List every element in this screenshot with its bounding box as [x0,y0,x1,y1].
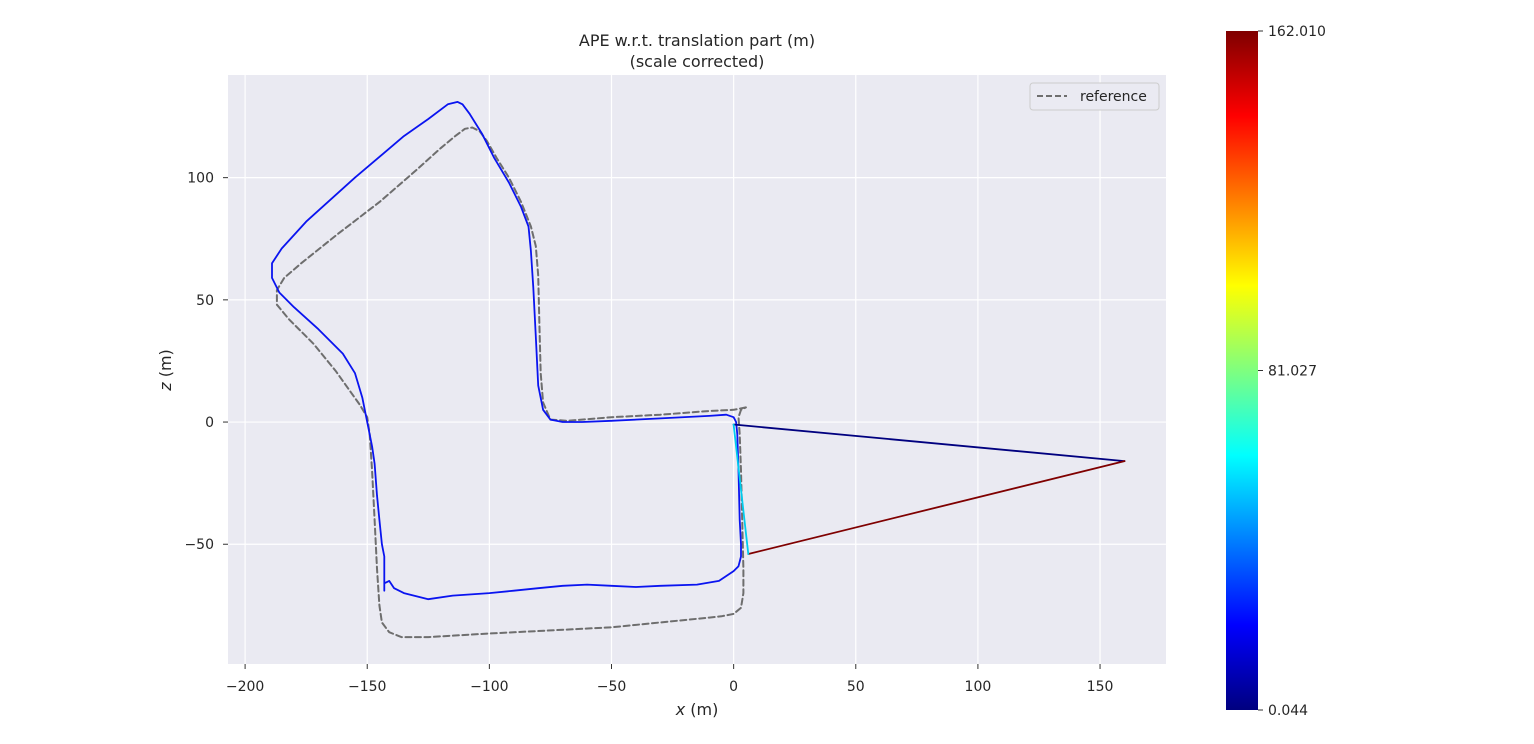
x-axis-label: x (m) [675,700,719,719]
x-tick-label: −50 [597,679,627,695]
series-outlier-dark [732,423,1126,463]
y-axis-label-var: z [156,382,175,392]
series-outlier-cyan [732,423,750,555]
x-tick-label: 100 [965,679,992,695]
legend-frame [1029,82,1160,111]
x-tick-label: 0 [729,679,738,695]
x-tick-label: −100 [470,679,508,695]
y-axis-label-unit: (m) [156,349,175,382]
x-axis-label-var: x [675,700,686,719]
series-reference [275,126,747,639]
series-estimate-loop [271,101,742,601]
colorbar-tick-label: 162.010 [1268,24,1326,40]
x-axis-ticks: −200 −150 −100 −50 0 50 100 150 [226,664,1114,695]
grid-lines [228,75,1166,664]
chart-title: APE w.r.t. translation part (m) [579,31,815,50]
legend-reference-label: reference [1080,89,1147,105]
chart-subtitle: (scale corrected) [630,52,765,71]
colorbar-tick-label: 81.027 [1268,364,1317,380]
colorbar-gradient [1226,31,1258,710]
y-axis-ticks: −50 0 50 100 [184,171,228,553]
legend: reference [1029,82,1160,111]
trajectory-series [271,101,1126,639]
y-tick-label: 100 [187,171,214,187]
colorbar: 0.044 81.027 162.010 [1226,24,1326,719]
plot-area-background [228,75,1166,664]
colorbar-tick-label: 0.044 [1268,703,1308,719]
x-tick-label: 150 [1087,679,1114,695]
y-tick-label: −50 [184,537,214,553]
x-tick-label: −150 [348,679,386,695]
series-outlier-red [747,460,1126,555]
colorbar-ticks: 0.044 81.027 162.010 [1258,24,1326,719]
y-tick-label: 0 [205,415,214,431]
y-axis-label: z (m) [156,349,175,392]
x-axis-label-unit: (m) [685,700,718,719]
x-tick-label: −200 [226,679,264,695]
y-tick-label: 50 [196,293,214,309]
x-tick-label: 50 [847,679,865,695]
